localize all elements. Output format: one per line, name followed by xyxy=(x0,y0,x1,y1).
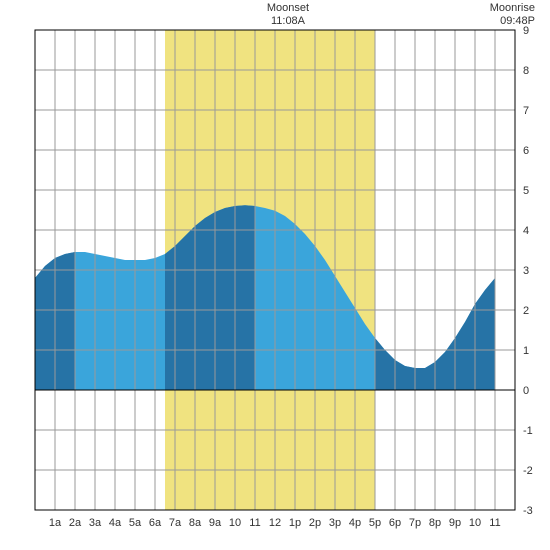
svg-text:9a: 9a xyxy=(209,517,222,529)
svg-text:5p: 5p xyxy=(369,517,381,529)
svg-text:0: 0 xyxy=(523,385,529,397)
svg-text:-1: -1 xyxy=(523,425,533,437)
svg-text:1: 1 xyxy=(523,345,529,357)
svg-text:2: 2 xyxy=(523,305,529,317)
svg-text:6: 6 xyxy=(523,145,529,157)
tide-chart: Moonset 11:08A Moonrise 09:48P 1a2a3a4a5… xyxy=(0,0,550,550)
svg-text:7a: 7a xyxy=(169,517,182,529)
svg-text:3: 3 xyxy=(523,265,529,277)
moonrise-label: Moonrise xyxy=(475,2,535,14)
svg-text:3a: 3a xyxy=(89,517,102,529)
svg-text:8: 8 xyxy=(523,65,529,77)
svg-text:9p: 9p xyxy=(449,517,461,529)
svg-text:12: 12 xyxy=(269,517,281,529)
svg-text:3p: 3p xyxy=(329,517,341,529)
svg-text:8a: 8a xyxy=(189,517,202,529)
moonset-time: 11:08A xyxy=(258,15,318,27)
svg-text:5a: 5a xyxy=(129,517,142,529)
svg-text:2a: 2a xyxy=(69,517,82,529)
svg-text:11: 11 xyxy=(489,517,500,529)
svg-text:7p: 7p xyxy=(409,517,421,529)
moonset-label: Moonset xyxy=(258,2,318,14)
svg-text:5: 5 xyxy=(523,185,529,197)
svg-text:-3: -3 xyxy=(523,505,533,517)
svg-text:11: 11 xyxy=(249,517,260,529)
chart-svg: 1a2a3a4a5a6a7a8a9a1011121p2p3p4p5p6p7p8p… xyxy=(0,0,550,550)
svg-text:10: 10 xyxy=(469,517,481,529)
svg-text:-2: -2 xyxy=(523,465,533,477)
svg-text:6a: 6a xyxy=(149,517,162,529)
svg-text:4a: 4a xyxy=(109,517,122,529)
svg-text:4: 4 xyxy=(523,225,529,237)
svg-text:8p: 8p xyxy=(429,517,441,529)
moonrise-time: 09:48P xyxy=(475,15,535,27)
svg-text:1p: 1p xyxy=(289,517,301,529)
svg-text:1a: 1a xyxy=(49,517,62,529)
svg-text:4p: 4p xyxy=(349,517,361,529)
svg-text:2p: 2p xyxy=(309,517,321,529)
svg-text:7: 7 xyxy=(523,105,529,117)
svg-text:6p: 6p xyxy=(389,517,401,529)
svg-text:10: 10 xyxy=(229,517,241,529)
